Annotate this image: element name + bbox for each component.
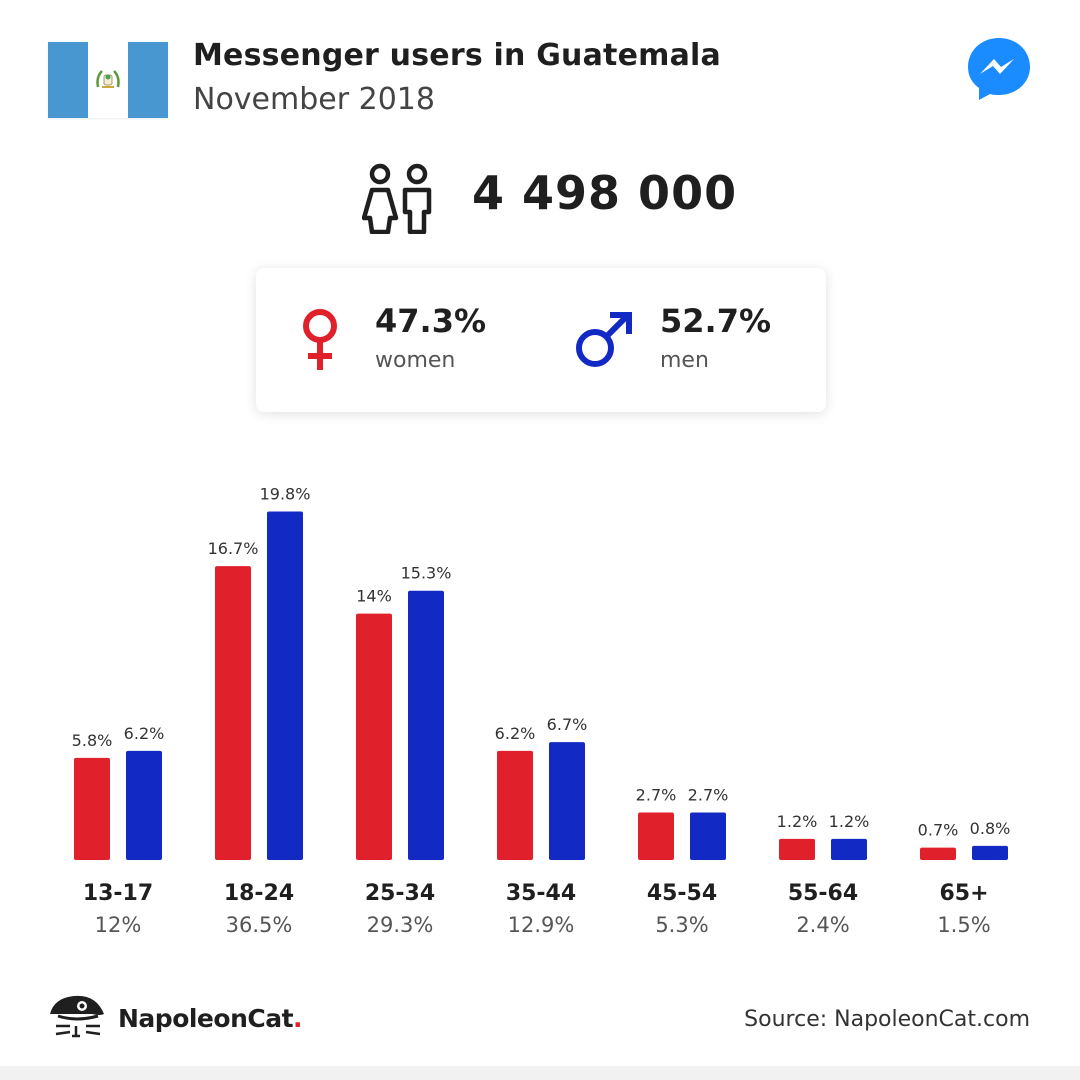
bar-women-35-44 xyxy=(497,750,533,860)
page-subtitle: November 2018 xyxy=(193,82,435,117)
men-label: men xyxy=(660,348,709,373)
total-users-value: 4 498 000 xyxy=(472,166,738,220)
bar-women-65+ xyxy=(920,847,956,860)
bar-label-men-18-24: 19.8% xyxy=(260,485,311,504)
flag-stripe-left xyxy=(48,42,88,118)
bar-label-women-45-54: 2.7% xyxy=(636,785,677,804)
age-gender-bar-chart: 5.8% 6.2% 13-17 12% 16.7% 19.8% 18-24 36.5% 14% 1… xyxy=(72,485,1011,937)
bar-label-women-35-44: 6.2% xyxy=(495,724,536,743)
bar-label-men-35-44: 6.7% xyxy=(547,715,588,734)
source-credit: Source: NapoleonCat.com xyxy=(744,1007,1030,1032)
brand-name: NapoleonCat xyxy=(118,1004,294,1033)
people-icon xyxy=(362,163,432,234)
bar-label-men-25-34: 15.3% xyxy=(401,564,452,583)
bar-men-35-44 xyxy=(549,742,585,860)
age-group-label-65+: 65+ xyxy=(939,881,988,906)
bar-women-13-17 xyxy=(74,757,110,860)
flag-center xyxy=(88,42,128,118)
bar-women-45-54 xyxy=(638,812,674,860)
bar-label-women-18-24: 16.7% xyxy=(208,539,259,558)
bar-label-women-55-64: 1.2% xyxy=(777,812,818,831)
guatemala-flag xyxy=(48,42,168,118)
age-group-total-25-34: 29.3% xyxy=(367,913,434,937)
bar-label-women-13-17: 5.8% xyxy=(72,731,113,750)
bar-women-25-34 xyxy=(356,613,392,860)
men-percentage: 52.7% xyxy=(660,302,772,340)
total-users-row: 4 498 000 xyxy=(0,158,1080,238)
age-group-total-65+: 1.5% xyxy=(937,913,990,937)
age-group-total-55-64: 2.4% xyxy=(796,913,849,937)
coat-of-arms-icon xyxy=(96,70,120,88)
women-label: women xyxy=(375,348,456,373)
brand-dot: . xyxy=(293,1004,303,1033)
age-group-total-18-24: 36.5% xyxy=(226,913,293,937)
bar-label-men-13-17: 6.2% xyxy=(124,724,165,743)
age-group-label-45-54: 45-54 xyxy=(647,881,717,906)
bar-men-55-64 xyxy=(831,838,867,860)
bar-men-18-24 xyxy=(267,511,303,860)
age-group-total-45-54: 5.3% xyxy=(655,913,708,937)
bar-women-18-24 xyxy=(215,566,251,860)
bar-women-55-64 xyxy=(779,838,815,860)
age-group-label-18-24: 18-24 xyxy=(224,881,294,906)
napoleoncat-logo-icon xyxy=(50,995,104,1038)
bar-label-women-25-34: 14% xyxy=(356,587,392,606)
bar-men-45-54 xyxy=(690,812,726,860)
page-title: Messenger users in Guatemala xyxy=(193,38,721,73)
women-percentage: 47.3% xyxy=(375,302,487,340)
bar-label-men-65+: 0.8% xyxy=(970,819,1011,838)
bottom-strip xyxy=(0,1066,1080,1080)
bar-men-65+ xyxy=(972,845,1008,860)
female-symbol-icon xyxy=(303,309,337,370)
age-group-total-13-17: 12% xyxy=(95,913,142,937)
age-group-label-35-44: 35-44 xyxy=(506,881,576,906)
age-group-label-13-17: 13-17 xyxy=(83,881,153,906)
gender-split-card: 47.3% women 52.7% men xyxy=(256,268,826,412)
bar-label-men-45-54: 2.7% xyxy=(688,785,729,804)
bar-men-13-17 xyxy=(126,750,162,860)
napoleoncat-wordmark: NapoleonCat. xyxy=(118,1004,303,1033)
male-symbol-icon xyxy=(576,312,632,367)
messenger-icon xyxy=(968,38,1030,100)
age-group-total-35-44: 12.9% xyxy=(508,913,575,937)
age-group-label-55-64: 55-64 xyxy=(788,881,858,906)
bar-label-men-55-64: 1.2% xyxy=(829,812,870,831)
flag-stripe-right xyxy=(128,42,168,118)
bar-men-25-34 xyxy=(408,590,444,860)
age-group-label-25-34: 25-34 xyxy=(365,881,435,906)
bar-label-women-65+: 0.7% xyxy=(918,821,959,840)
